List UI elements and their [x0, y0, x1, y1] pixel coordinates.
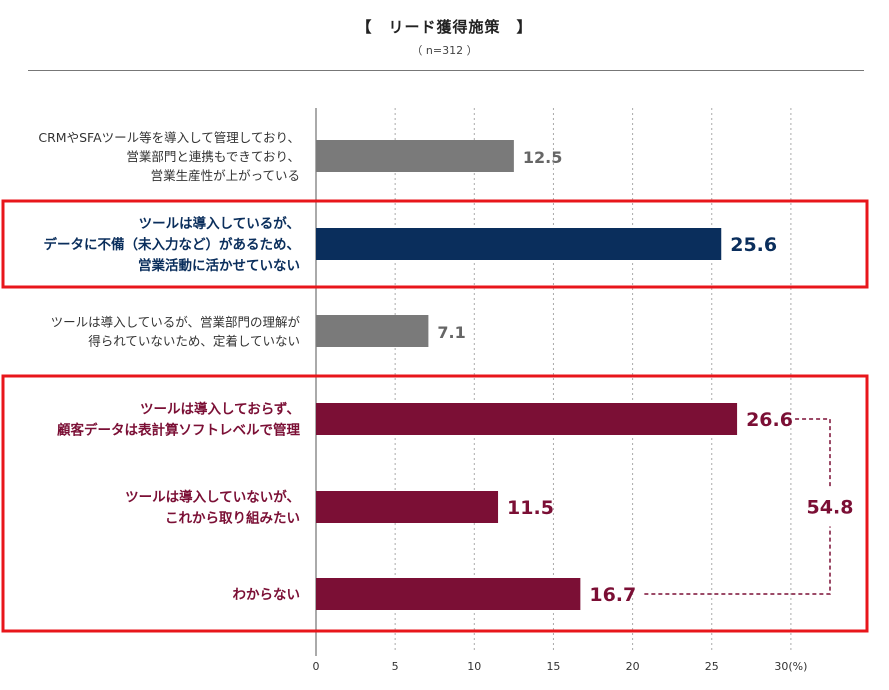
chart-title: 【 リード獲得施策 】	[356, 18, 533, 36]
x-tick-label: 0	[313, 660, 320, 673]
bar	[316, 403, 738, 435]
category-label: ツールは導入しているが、営業部門の理解が	[51, 315, 301, 330]
category-label: 顧客データは表計算ソフトレベルで管理	[57, 422, 300, 439]
chart-subtitle: （ n=312 ）	[411, 44, 478, 57]
x-tick-label: 25	[705, 660, 719, 673]
category-label: ツールは導入しておらず、	[140, 401, 300, 418]
category-label: ツールは導入しているが、	[139, 215, 300, 232]
value-label: 12.5	[523, 148, 562, 167]
category-label: データに不備（未入力など）があるため、	[44, 236, 301, 253]
category-label: CRMやSFAツール等を導入して管理しており、	[38, 130, 300, 145]
highlight-box	[1, 199, 869, 289]
category-label: わからない	[233, 587, 301, 603]
bar	[316, 228, 722, 260]
category-label: 営業活動に活かせていない	[138, 257, 300, 274]
x-tick-label: 20	[626, 660, 640, 673]
bar	[316, 491, 499, 523]
value-label: 16.7	[589, 584, 636, 606]
category-label: 営業生産性が上がっている	[151, 168, 300, 183]
x-tick-label: 5	[392, 660, 399, 673]
bar	[316, 315, 429, 347]
category-label: ツールは導入していないが、	[125, 489, 300, 506]
x-tick-label: 15	[546, 660, 560, 673]
bar	[316, 140, 514, 172]
value-label: 11.5	[507, 497, 554, 519]
highlight-box	[1, 374, 869, 633]
value-label: 26.6	[746, 409, 793, 431]
value-label: 7.1	[437, 323, 465, 342]
title-divider	[28, 70, 864, 71]
category-label: 営業部門と連携もできており、	[126, 149, 300, 164]
category-label: 得られていないため、定着していない	[88, 334, 300, 349]
x-tick-label: 30(%)	[774, 660, 807, 673]
bar	[316, 578, 581, 610]
sum-bracket	[795, 418, 831, 489]
x-tick-label: 10	[467, 660, 481, 673]
value-label: 25.6	[730, 234, 777, 256]
category-label: これから取り組みたい	[165, 510, 300, 527]
sum-label: 54.8	[807, 497, 854, 519]
sum-bracket	[644, 526, 831, 595]
